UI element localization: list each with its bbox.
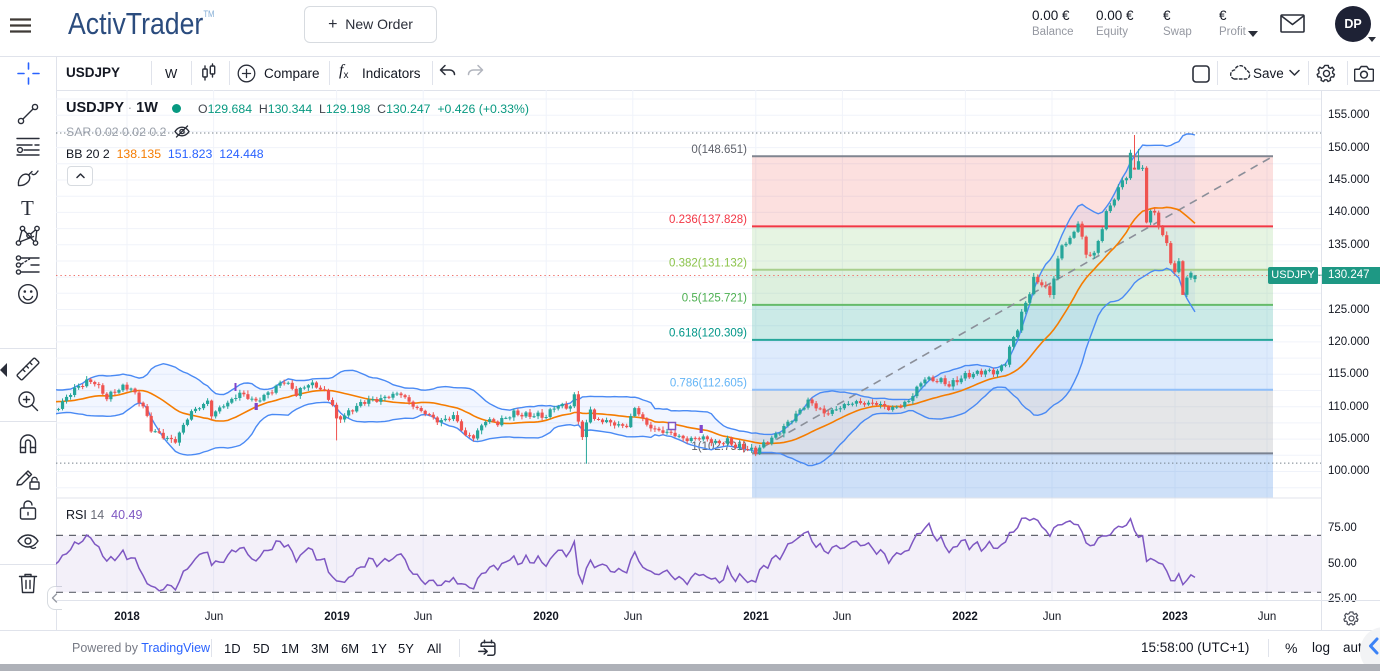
svg-text:0.5(125.721): 0.5(125.721) [682, 292, 747, 304]
svg-text:0(148.651): 0(148.651) [691, 144, 747, 156]
svg-text:0.618(120.309): 0.618(120.309) [669, 327, 747, 339]
svg-text:0.382(131.132): 0.382(131.132) [669, 257, 747, 269]
svg-text:0.236(137.828): 0.236(137.828) [669, 214, 747, 226]
svg-text:0.786(112.605): 0.786(112.605) [670, 377, 747, 389]
